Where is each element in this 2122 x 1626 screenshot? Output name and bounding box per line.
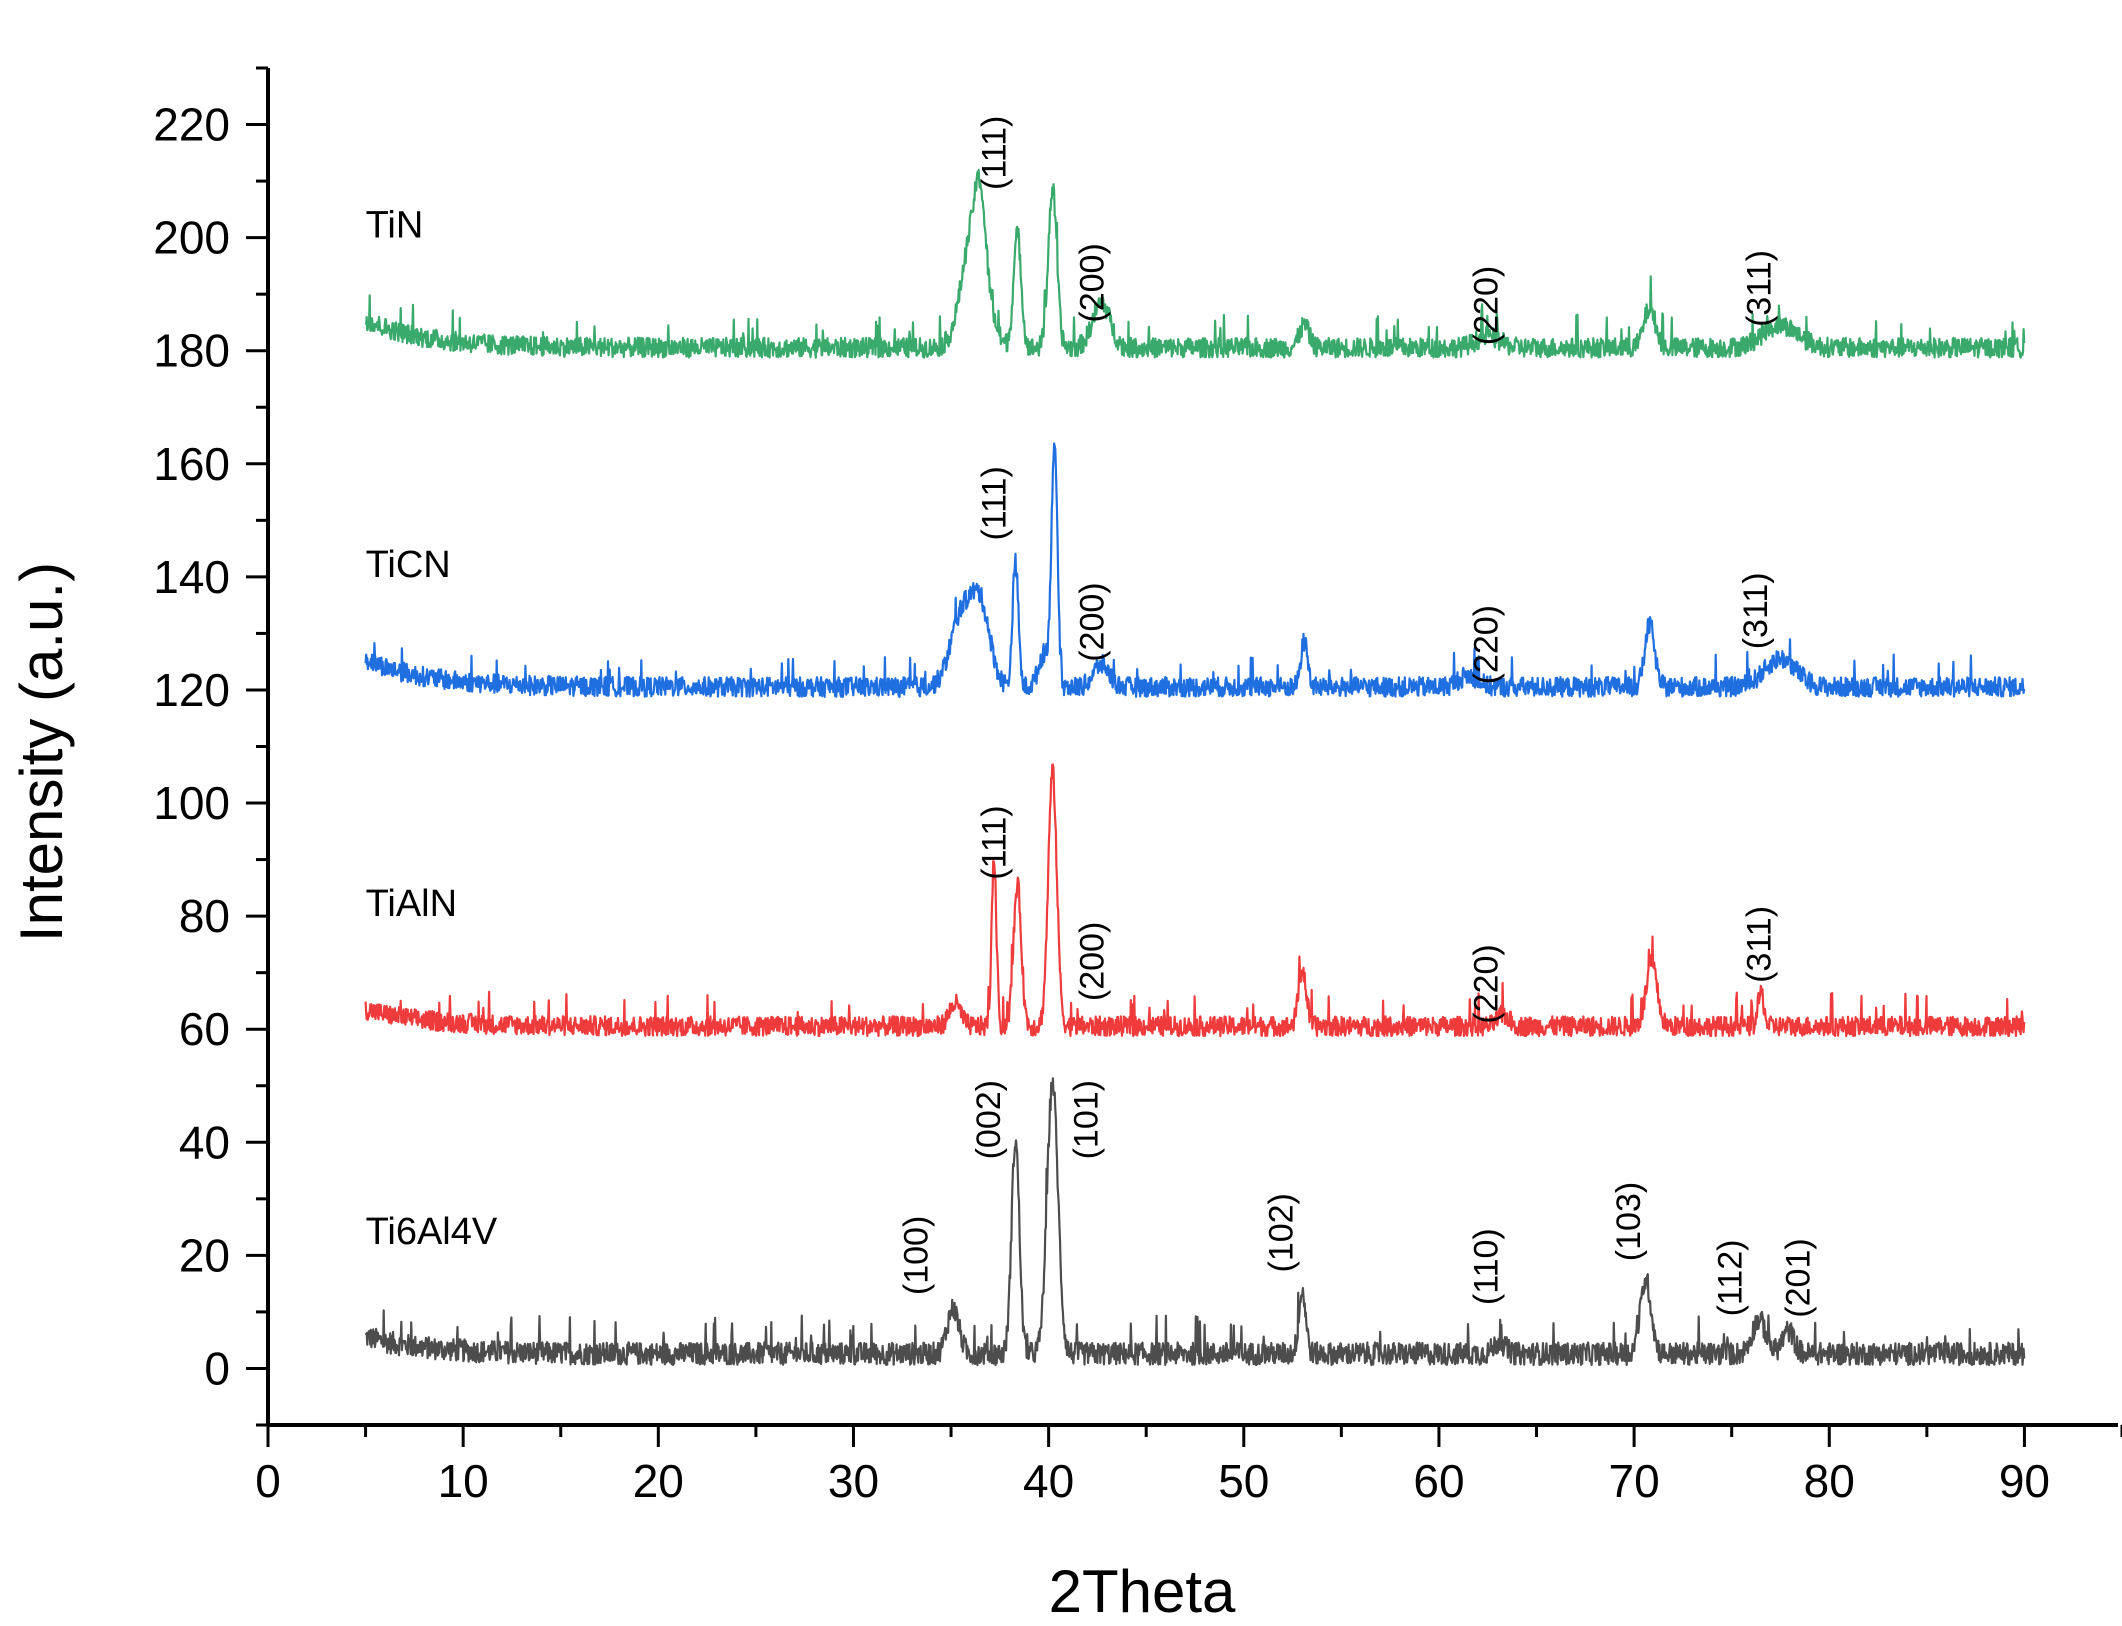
x-tick-label: 90: [1999, 1455, 2050, 1507]
series-line-tin: [364, 168, 2026, 359]
hkl-label: (200): [1073, 922, 1111, 1001]
x-tick-label: 80: [1804, 1455, 1855, 1507]
hkl-label: (200): [1073, 582, 1111, 661]
hkl-label: (002): [970, 1080, 1008, 1159]
plot-area: [364, 168, 2026, 1367]
x-ticks: 0 10 20 30 40 50 60 70 80 90: [255, 1425, 2122, 1507]
hkl-label: (311): [1741, 906, 1779, 983]
y-tick-label: 220: [153, 99, 230, 151]
hkl-label: (311): [1737, 572, 1775, 649]
y-tick-label: 140: [153, 551, 230, 603]
hkl-label: (220): [1468, 605, 1506, 684]
series-label-ticn: TiCN: [366, 544, 451, 586]
series-label-tin: TiN: [366, 205, 424, 247]
y-tick-label: 180: [153, 325, 230, 377]
x-tick-label: 0: [255, 1455, 281, 1507]
y-tick-label: 0: [204, 1342, 230, 1394]
x-tick-label: 30: [828, 1455, 879, 1507]
y-tick-label: 160: [153, 438, 230, 490]
y-axis-title: Intensity (a.u.): [8, 562, 75, 942]
y-tick-label: 200: [153, 212, 230, 264]
hkl-label: (102): [1263, 1193, 1301, 1272]
y-ticks: 0 20 40 60 80 100 120 140 160 180 200 220: [153, 66, 268, 1427]
hkl-label: (100): [898, 1216, 936, 1295]
x-tick-label: 60: [1413, 1455, 1464, 1507]
hkl-label: (103): [1610, 1182, 1648, 1261]
hkl-labels: (100) (002) (101) (102) (110) (103) (112) (201)…: [898, 116, 1818, 1318]
hkl-label: (101): [1067, 1080, 1105, 1159]
hkl-label: (201): [1780, 1238, 1818, 1317]
y-tick-label: 40: [179, 1116, 230, 1168]
series-labels: Ti6Al4V TiAlN TiCN TiN: [366, 205, 498, 1253]
series-label-tialn: TiAlN: [366, 883, 457, 925]
x-tick-label: 40: [1023, 1455, 1074, 1507]
series-line-ticn: [364, 442, 2026, 698]
y-tick-label: 20: [179, 1229, 230, 1281]
x-tick-label: 70: [1609, 1455, 1660, 1507]
series-line-ti6al4v: [364, 1077, 2026, 1367]
hkl-label: (111): [976, 116, 1014, 190]
y-tick-label: 60: [179, 1003, 230, 1055]
y-tick-label: 100: [153, 777, 230, 829]
series-line-tialn: [364, 763, 2026, 1038]
hkl-label: (311): [1741, 250, 1779, 327]
series-label-ti6al4v: Ti6Al4V: [366, 1211, 498, 1253]
y-tick-label: 80: [179, 890, 230, 942]
x-tick-label: 50: [1218, 1455, 1269, 1507]
y-tick-label: 120: [153, 664, 230, 716]
hkl-label: (111): [976, 466, 1014, 540]
hkl-label: (112): [1711, 1240, 1749, 1317]
hkl-label: (110): [1468, 1228, 1506, 1305]
hkl-label: (200): [1073, 243, 1111, 322]
x-tick-label: 20: [633, 1455, 684, 1507]
hkl-label: (111): [976, 805, 1014, 879]
x-tick-label: 10: [438, 1455, 489, 1507]
hkl-label: (220): [1468, 944, 1506, 1023]
x-axis-title: 2Theta: [1049, 1558, 1236, 1625]
axes: 0 10 20 30 40 50 60 70 80 90 0 20 40 60 80 100 120 140 16…: [153, 66, 2122, 1507]
hkl-label: (220): [1468, 266, 1506, 345]
